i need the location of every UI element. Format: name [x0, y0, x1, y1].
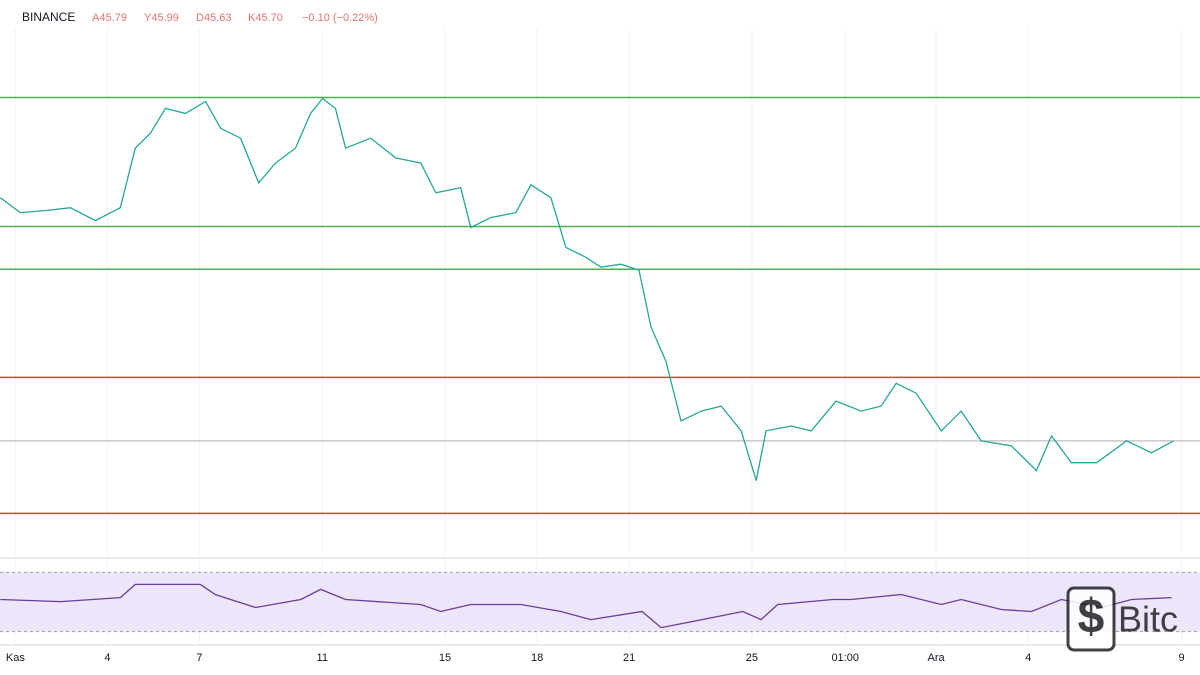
x-tick-label: 4 — [104, 652, 110, 664]
x-tick-label: Ara — [927, 652, 945, 664]
watermark-text: Bitc — [1118, 599, 1178, 640]
change: −0.10 (−0.22%) — [302, 12, 378, 24]
ohlc-high: Y45.99 — [144, 12, 179, 24]
x-tick-label: 7 — [196, 652, 202, 664]
exchange: BINANCE — [22, 10, 75, 24]
x-tick-label: 9 — [1179, 652, 1185, 664]
ohlc-close: K45.70 — [248, 12, 283, 24]
x-tick-label: 15 — [439, 652, 451, 664]
series-line — [0, 97, 1174, 481]
watermark-logo: $ Bitc — [1066, 586, 1178, 652]
x-tick-label: 11 — [317, 652, 328, 664]
logo-box — [1066, 586, 1116, 652]
rsi-band — [0, 572, 1200, 632]
series-line — [0, 583, 1172, 629]
x-tick-label: 01:00 — [831, 652, 859, 664]
x-tick-label: 18 — [531, 652, 543, 664]
x-tick-label: Kas — [6, 652, 25, 664]
logo-symbol: $ — [1078, 591, 1105, 644]
ohlc-open: A45.79 — [92, 12, 127, 24]
x-tick-label: 4 — [1025, 652, 1031, 664]
x-tick-label: 25 — [746, 652, 758, 664]
ohlc-low: D45.63 — [196, 12, 231, 24]
x-tick-label: 21 — [623, 652, 635, 664]
